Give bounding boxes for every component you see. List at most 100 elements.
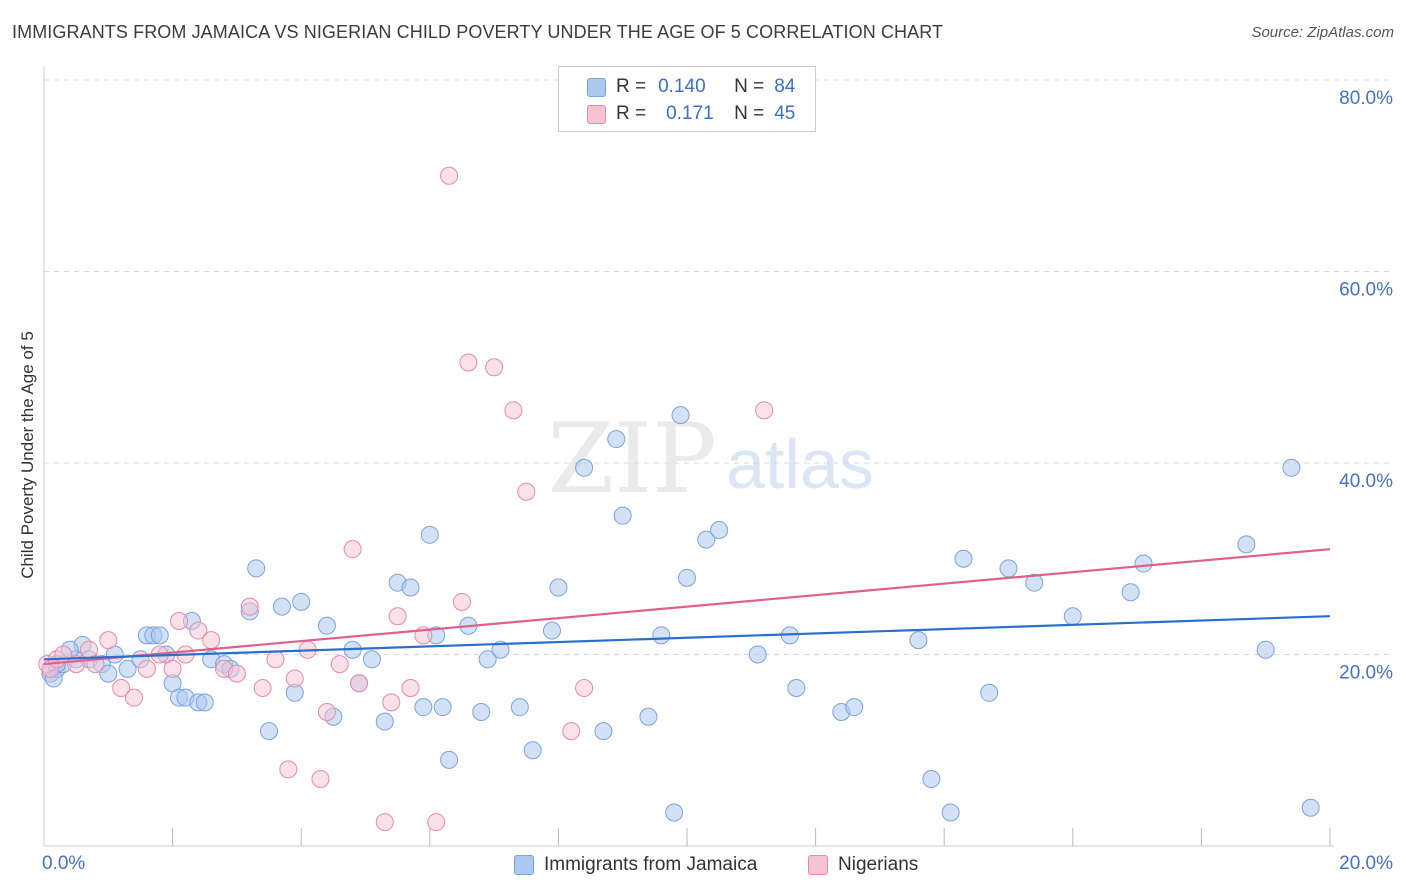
point-nigerians <box>350 674 369 693</box>
point-jamaica <box>652 626 671 645</box>
point-jamaica <box>549 578 568 597</box>
point-jamaica <box>317 616 336 635</box>
point-jamaica <box>150 626 169 645</box>
legend-r-value: 0.171 <box>666 103 714 124</box>
point-nigerians <box>504 401 523 420</box>
bottom-legend-label-jamaica: Immigrants from Jamaica <box>544 854 758 875</box>
point-jamaica <box>510 698 529 717</box>
point-nigerians <box>562 722 581 741</box>
y-tick-label: 60.0% <box>1339 280 1393 301</box>
point-nigerians <box>427 813 446 832</box>
tick-labels: 20.0% 40.0% 60.0% 80.0% 0.0% 20.0% <box>42 88 1393 874</box>
point-jamaica <box>1025 573 1044 592</box>
point-nigerians <box>163 659 182 678</box>
bottom-swatch-nigerians <box>808 855 828 875</box>
point-jamaica <box>613 506 632 525</box>
point-nigerians <box>343 540 362 559</box>
point-jamaica <box>542 621 561 640</box>
point-nigerians <box>330 655 349 674</box>
trendline-jamaica <box>43 615 1331 661</box>
point-jamaica <box>697 530 716 549</box>
point-jamaica <box>272 597 291 616</box>
x-tick-label: 0.0% <box>42 853 85 874</box>
point-jamaica <box>401 578 420 597</box>
bottom-swatch-jamaica <box>514 855 534 875</box>
stats-legend: R = 0.140 N = 84 R = 0.171 N = 45 <box>558 66 816 132</box>
point-nigerians <box>375 813 394 832</box>
point-jamaica <box>195 693 214 712</box>
bottom-legend-jamaica: Immigrants from Jamaica <box>514 852 757 878</box>
legend-row-nigerians: R = 0.171 N = 45 <box>587 102 795 126</box>
point-jamaica <box>1134 554 1153 573</box>
point-jamaica <box>1256 640 1275 659</box>
legend-n-value: 45 <box>774 103 796 124</box>
point-jamaica <box>247 559 266 578</box>
point-nigerians <box>517 482 536 501</box>
y-tick-label: 40.0% <box>1339 471 1393 492</box>
point-jamaica <box>491 640 510 659</box>
y-axis-title: Child Poverty Under the Age of 5 <box>18 331 37 579</box>
point-nigerians <box>137 659 156 678</box>
point-nigerians <box>440 166 459 185</box>
point-jamaica <box>118 659 137 678</box>
point-nigerians <box>311 769 330 788</box>
point-nigerians <box>575 679 594 698</box>
source-label: Source: ZipAtlas.com <box>1251 24 1394 41</box>
legend-n-label: N = <box>734 76 765 97</box>
point-jamaica <box>710 521 729 540</box>
series-jamaica-points <box>41 406 1320 822</box>
legend-r-label: R = <box>616 76 647 97</box>
point-nigerians <box>279 760 298 779</box>
point-jamaica <box>362 650 381 669</box>
point-jamaica <box>999 559 1018 578</box>
point-nigerians <box>170 611 189 630</box>
watermark: ZIP atlas <box>547 403 874 515</box>
legend-n-value: 84 <box>774 76 796 97</box>
point-nigerians <box>459 353 478 372</box>
point-jamaica <box>1121 583 1140 602</box>
point-nigerians <box>452 592 471 611</box>
point-jamaica <box>575 458 594 477</box>
point-jamaica <box>420 525 439 544</box>
trendline-nigerians <box>43 548 1331 666</box>
point-nigerians <box>755 401 774 420</box>
legend-swatch-nigerians <box>587 104 606 124</box>
point-nigerians <box>253 679 272 698</box>
chart-title: IMMIGRANTS FROM JAMAICA VS NIGERIAN CHIL… <box>12 22 944 42</box>
point-jamaica <box>375 712 394 731</box>
point-jamaica <box>472 702 491 721</box>
point-nigerians <box>112 679 131 698</box>
point-jamaica <box>99 664 118 683</box>
point-jamaica <box>1301 798 1320 817</box>
point-nigerians <box>266 650 285 669</box>
trend-lines <box>43 548 1331 666</box>
point-jamaica <box>1063 607 1082 626</box>
point-jamaica <box>678 568 696 587</box>
point-nigerians <box>202 631 221 650</box>
point-jamaica <box>787 679 806 698</box>
point-nigerians <box>285 669 304 688</box>
point-nigerians <box>401 679 420 698</box>
point-jamaica <box>922 769 941 788</box>
point-jamaica <box>523 741 542 760</box>
point-jamaica <box>671 406 690 425</box>
y-tick-label: 20.0% <box>1339 663 1393 684</box>
x-tick-label: 20.0% <box>1339 853 1393 874</box>
point-nigerians <box>99 631 118 650</box>
point-jamaica <box>665 803 684 822</box>
bottom-legend-label-nigerians: Nigerians <box>838 854 919 875</box>
bottom-legend-nigerians: Nigerians <box>808 852 918 878</box>
point-jamaica <box>941 803 960 822</box>
legend-r-value: 0.140 <box>658 76 706 97</box>
point-jamaica <box>639 707 658 726</box>
point-nigerians <box>189 621 208 640</box>
point-jamaica <box>909 631 928 650</box>
point-jamaica <box>594 722 613 741</box>
gridlines <box>44 79 1392 655</box>
point-nigerians <box>227 664 246 683</box>
point-jamaica <box>1282 458 1301 477</box>
legend-swatch-jamaica <box>587 77 606 97</box>
point-jamaica <box>980 683 999 702</box>
legend-row-jamaica: R = 0.140 N = 84 <box>587 75 795 99</box>
